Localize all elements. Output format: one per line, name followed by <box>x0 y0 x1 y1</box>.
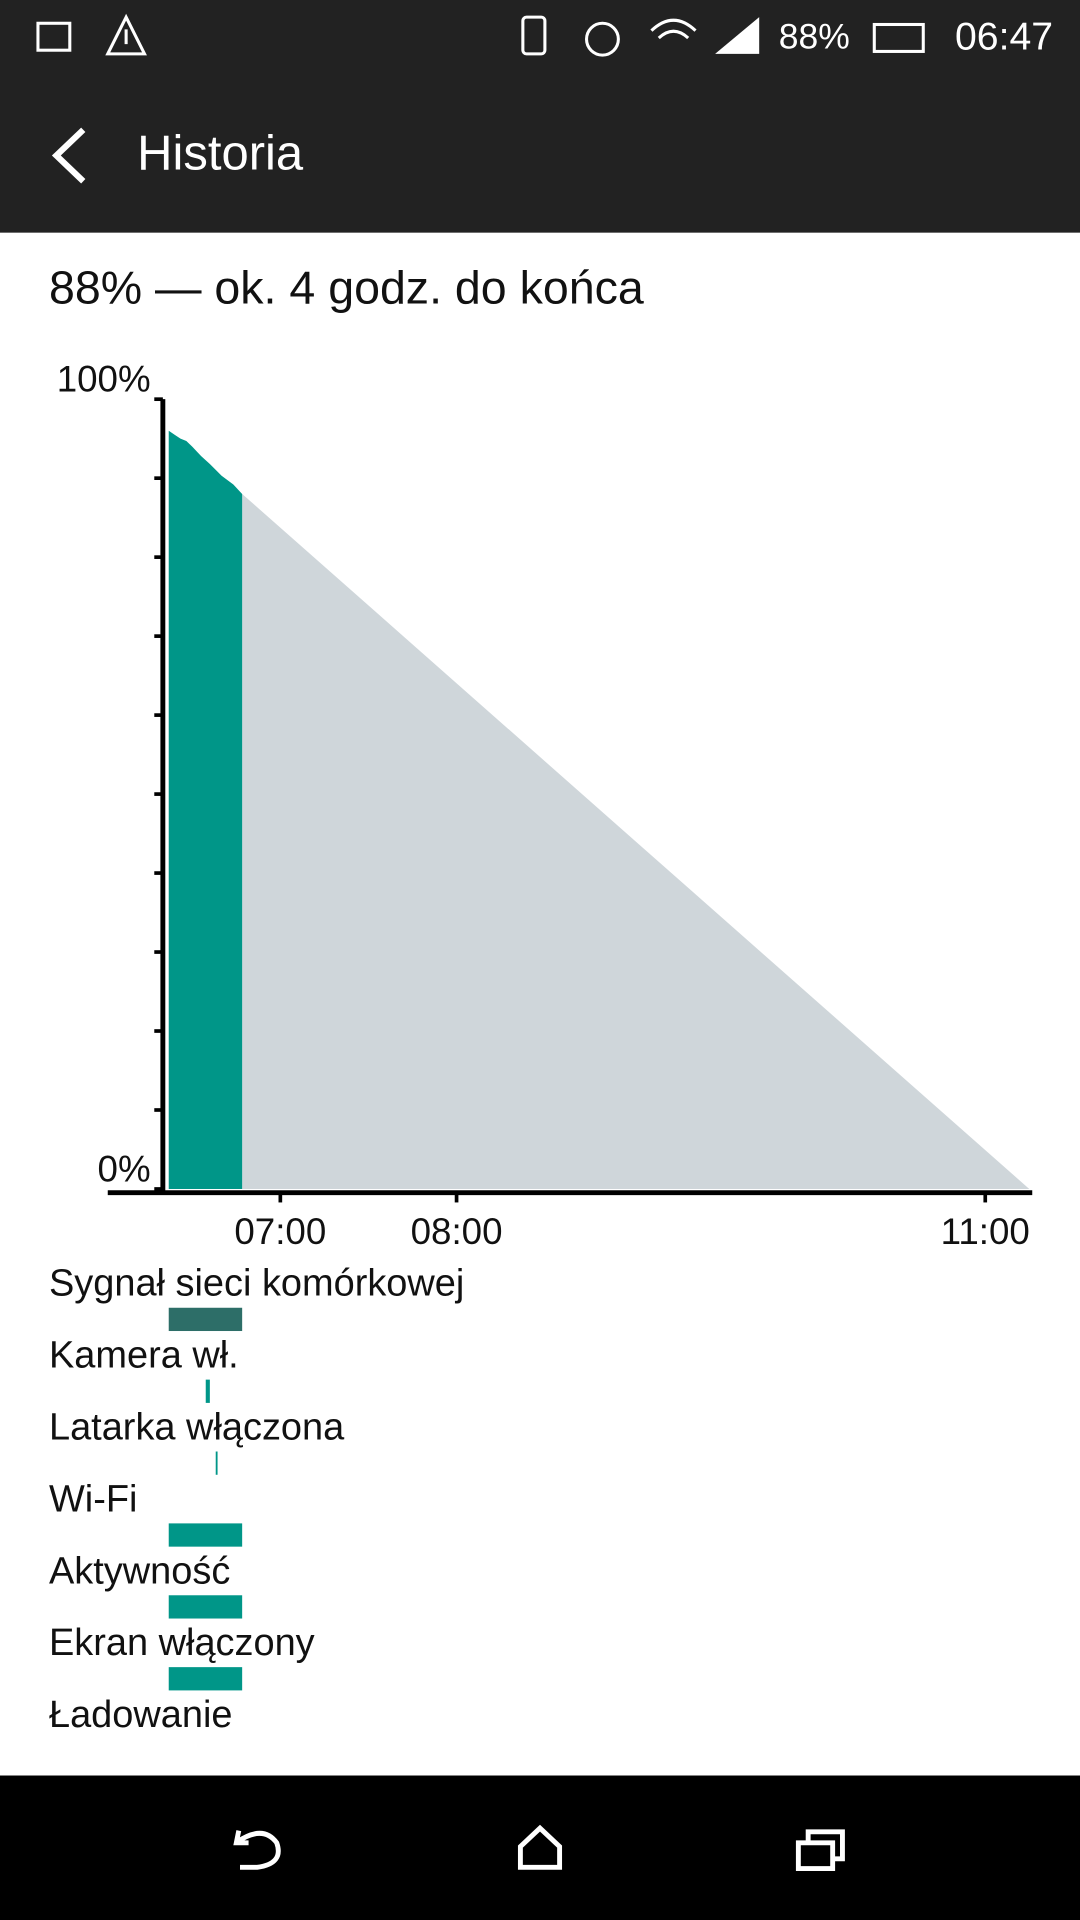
top-bars <box>0 0 1080 233</box>
event-bar <box>168 1595 243 1619</box>
battery-percent: 88% <box>779 17 850 57</box>
back-button[interactable] <box>51 127 86 184</box>
x-tick-label: 11:00 <box>941 1211 1030 1252</box>
alarm-icon <box>585 21 620 57</box>
signal-icon <box>715 17 760 54</box>
event-bar <box>205 1379 210 1403</box>
event-label: Aktywność <box>49 1550 230 1592</box>
nav-recent[interactable] <box>795 1829 845 1872</box>
event-label: Ekran włączony <box>49 1622 315 1664</box>
event-bar <box>168 1307 243 1332</box>
nav-bar <box>0 1775 1080 1920</box>
battery-icon <box>872 22 925 53</box>
battery-area <box>168 430 243 1189</box>
x-tick-label: 07:00 <box>234 1211 326 1252</box>
clock: 06:47 <box>955 16 1053 59</box>
y-tick-label: 0% <box>98 1149 151 1190</box>
nav-icons <box>233 1824 845 1872</box>
event-bar <box>168 1667 243 1691</box>
event-bar <box>168 1523 243 1547</box>
event-label: Kamera wł. <box>49 1335 239 1377</box>
event-label: Latarka włączona <box>49 1407 345 1449</box>
y-tick-label: 100% <box>57 359 151 400</box>
event-label: Wi-Fi <box>49 1478 137 1520</box>
summary: 88% — ok. 4 godz. do końca <box>49 262 644 314</box>
status-icons <box>36 13 925 57</box>
vibrate-icon <box>521 15 547 56</box>
battery-chart: 0% 100% 07:00 08:00 11:00 Sygnał sieci komórk… <box>49 359 1033 1736</box>
image-icon <box>36 21 72 52</box>
nav-back[interactable] <box>233 1830 281 1870</box>
x-tick-label: 08:00 <box>411 1211 503 1252</box>
event-bar <box>215 1451 218 1475</box>
header-title: Historia <box>137 127 304 181</box>
wifi-icon <box>650 18 697 40</box>
event-label: Ładowanie <box>49 1694 233 1736</box>
warning-icon <box>105 13 147 56</box>
projection-area <box>242 493 1030 1189</box>
event-label: Sygnał sieci komórkowej <box>49 1263 464 1305</box>
nav-home[interactable] <box>517 1824 563 1870</box>
